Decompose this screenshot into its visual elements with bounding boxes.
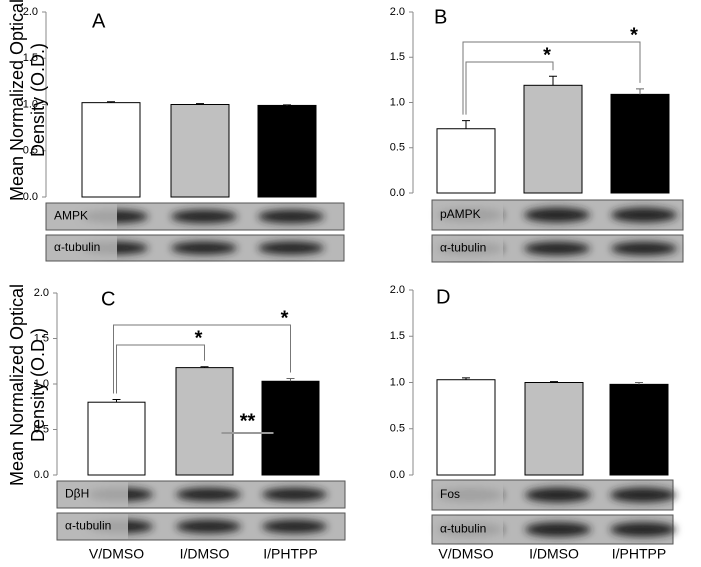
error-bar [550, 381, 558, 383]
blot-label-bg [433, 236, 503, 261]
significance-label: * [195, 327, 203, 349]
error-bar [462, 120, 470, 129]
panel-letter: C [101, 288, 115, 310]
significance-label: * [543, 44, 551, 66]
blot-band [524, 241, 590, 256]
blot-label: α-tubulin [440, 522, 486, 536]
blot-band [525, 487, 591, 503]
y-tick-label: 0.0 [34, 469, 49, 481]
y-tick-label: 0.5 [390, 423, 405, 435]
significance-label: * [281, 307, 289, 329]
bar [257, 104, 317, 198]
error-bar [636, 88, 644, 95]
error-bar [196, 103, 204, 105]
blot-band [262, 519, 327, 534]
error-bar [200, 366, 209, 368]
blot-band [258, 241, 324, 255]
blot-band [262, 487, 327, 502]
blot-band [524, 207, 590, 223]
blot-label-bg [47, 204, 117, 229]
blot-label: pAMPK [440, 207, 481, 221]
x-tick-label: V/DMSO [89, 546, 144, 562]
blot-band [176, 519, 241, 534]
error-bar [549, 75, 557, 86]
bar [170, 104, 230, 198]
y-tick-label: 1.5 [23, 52, 38, 64]
blot-band [171, 209, 237, 224]
x-tick-label: I/PHTPP [263, 546, 317, 562]
bar [610, 93, 670, 194]
panel-letter: A [92, 10, 106, 32]
y-tick-label: 0.0 [390, 187, 405, 199]
y-tick-label: 1.0 [34, 378, 49, 390]
y-tick-label: 1.0 [390, 96, 405, 108]
panel-letter: D [436, 286, 450, 308]
significance-bracket [465, 61, 554, 115]
y-tick-label: 1.5 [34, 332, 49, 344]
blot-band [611, 207, 677, 223]
blot-label: α-tubulin [54, 240, 100, 254]
y-tick-label: 2.0 [23, 6, 38, 18]
y-tick-label: 1.5 [390, 330, 405, 342]
x-tick-label: I/DMSO [529, 546, 579, 562]
y-tick-label: 0.0 [23, 191, 38, 203]
y-tick-label: 1.0 [390, 376, 405, 388]
error-bar [107, 101, 115, 103]
x-tick-label: V/DMSO [438, 546, 493, 562]
significance-bracket [462, 41, 641, 115]
error-bar [462, 377, 470, 380]
blot-label-bg [58, 514, 128, 539]
blot-band [171, 241, 237, 255]
blot-band [610, 487, 676, 503]
significance-bracket [116, 344, 205, 394]
y-tick-label: 0.5 [23, 145, 38, 157]
blot-label: DβH [65, 487, 89, 501]
y-tick-label: 0.5 [390, 142, 405, 154]
x-tick-label: I/PHTPP [612, 546, 666, 562]
y-tick-label: 1.5 [390, 51, 405, 63]
blot-label-bg [47, 236, 117, 260]
significance-label: ** [240, 410, 256, 432]
bar [261, 380, 320, 476]
error-bar [635, 382, 643, 385]
significance-label: * [630, 24, 638, 46]
bar [524, 382, 584, 476]
blot-band [610, 522, 676, 537]
bar [175, 367, 234, 476]
y-tick-label: 2.0 [390, 284, 405, 296]
y-tick-label: 2.0 [34, 287, 49, 299]
blot-band [176, 487, 241, 502]
y-tick-label: 2.0 [390, 6, 405, 18]
y-tick-label: 0.5 [34, 423, 49, 435]
blot-label: α-tubulin [440, 241, 486, 255]
error-bar [286, 378, 295, 382]
blot-label: α-tubulin [65, 519, 111, 533]
blot-band [525, 522, 591, 537]
blot-label-bg [433, 481, 503, 509]
panel-letter: B [434, 6, 447, 28]
bar [523, 84, 583, 194]
y-axis-label: Mean Normalized Optical Density (O.D.) [7, 283, 48, 487]
error-bar [112, 398, 121, 403]
bar [436, 128, 496, 194]
y-tick-label: 1.0 [23, 98, 38, 110]
bar [87, 401, 146, 476]
blot-label-bg [433, 201, 503, 229]
blot-label: Fos [440, 487, 460, 501]
error-bar [283, 104, 291, 106]
blot-band [611, 241, 677, 256]
y-axis-label: Mean Normalized Optical Density (O.D.) [7, 0, 48, 202]
x-tick-label: I/DMSO [180, 546, 230, 562]
significance-bracket [113, 324, 291, 394]
blot-band [258, 209, 324, 224]
bar [609, 383, 669, 476]
blot-label-bg [433, 516, 503, 543]
y-tick-label: 0.0 [390, 469, 405, 481]
blot-label-bg [58, 482, 128, 507]
blot-label: AMPK [54, 209, 88, 223]
bar [436, 379, 496, 476]
bar [81, 102, 141, 198]
